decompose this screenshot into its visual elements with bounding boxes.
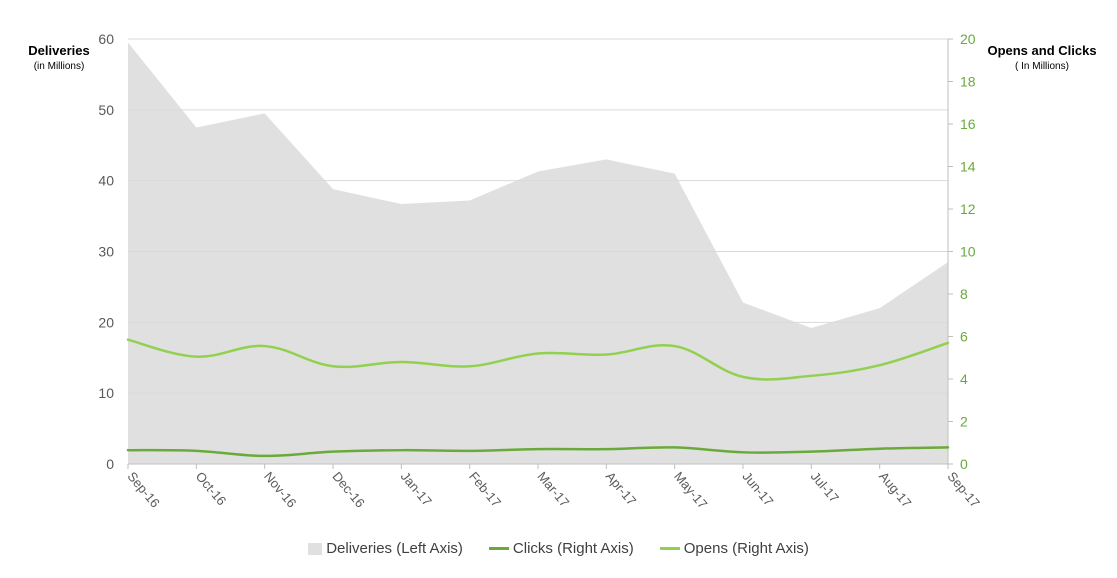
legend-label-opens: Opens (Right Axis): [684, 540, 809, 557]
legend-swatch-deliveries: [308, 543, 322, 555]
left-tick-label: 40: [98, 173, 114, 189]
left-tick-label: 10: [98, 385, 114, 401]
right-tick-label: 12: [960, 201, 976, 217]
x-tick-label: Sep-16: [124, 469, 162, 511]
right-axis-subtitle: ( In Millions): [978, 61, 1106, 72]
legend-item-clicks: Clicks (Right Axis): [489, 540, 634, 557]
legend-label-deliveries: Deliveries (Left Axis): [326, 540, 463, 557]
x-tick-label: Aug-17: [876, 469, 914, 511]
left-axis-title-block: Deliveries (in Millions): [18, 43, 100, 72]
x-tick-label: Apr-17: [603, 469, 640, 509]
x-tick-label: Jul-17: [808, 469, 842, 506]
left-tick-label: 50: [98, 102, 114, 118]
chart-legend: Deliveries (Left Axis) Clicks (Right Axi…: [0, 540, 1117, 557]
legend-swatch-opens: [660, 547, 680, 550]
right-tick-label: 8: [960, 286, 968, 302]
left-tick-label: 60: [98, 31, 114, 47]
x-tick-label: Nov-16: [261, 469, 299, 511]
x-tick-label: Oct-16: [193, 469, 230, 509]
x-tick-label: Feb-17: [466, 469, 504, 510]
left-axis-subtitle: (in Millions): [18, 61, 100, 72]
x-tick-label: Jan-17: [398, 469, 435, 509]
right-tick-label: 10: [960, 244, 976, 260]
x-tick-label: Dec-16: [329, 469, 367, 511]
legend-label-clicks: Clicks (Right Axis): [513, 540, 634, 557]
right-tick-label: 20: [960, 31, 976, 47]
right-tick-label: 2: [960, 414, 968, 430]
legend-item-opens: Opens (Right Axis): [660, 540, 809, 557]
x-tick-label: Jun-17: [739, 469, 776, 509]
right-tick-label: 14: [960, 159, 976, 175]
legend-swatch-clicks: [489, 547, 509, 550]
right-axis-title-block: Opens and Clicks ( In Millions): [978, 43, 1106, 72]
left-tick-label: 30: [98, 244, 114, 260]
right-tick-label: 0: [960, 456, 968, 472]
right-tick-label: 16: [960, 116, 976, 132]
left-tick-label: 0: [106, 456, 114, 472]
x-tick-label: Mar-17: [534, 469, 572, 510]
deliveries-area: [128, 43, 948, 464]
right-axis-title: Opens and Clicks: [978, 43, 1106, 58]
x-tick-label: Sep-17: [944, 469, 982, 511]
right-tick-label: 6: [960, 329, 968, 345]
left-axis-title: Deliveries: [18, 43, 100, 58]
left-tick-label: 20: [98, 314, 114, 330]
x-tick-label: May-17: [671, 469, 710, 512]
right-tick-label: 4: [960, 371, 968, 387]
legend-item-deliveries: Deliveries (Left Axis): [308, 540, 463, 557]
right-tick-label: 18: [960, 74, 976, 90]
